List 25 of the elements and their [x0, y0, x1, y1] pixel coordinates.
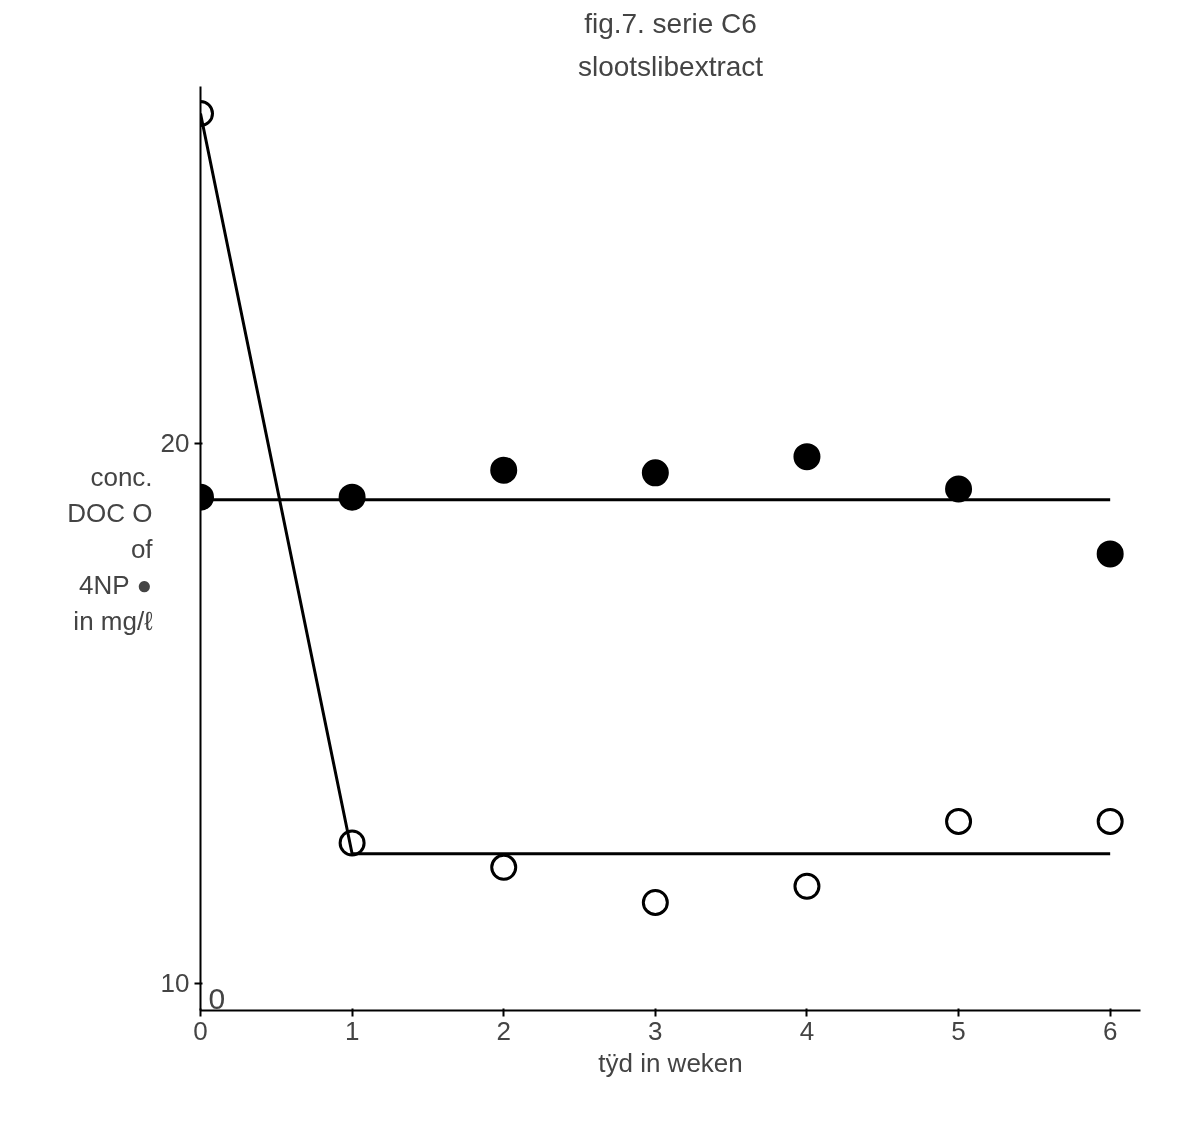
x-tick-label: 0 — [193, 1015, 208, 1046]
y-tick-label: 20 — [160, 428, 190, 459]
x-tick-label: 1 — [344, 1015, 360, 1046]
point — [490, 456, 518, 484]
y-axis-title: conc. DOC O of 4NP ● in mg/ℓ — [67, 461, 154, 636]
x-axis-title: tÿd in weken — [598, 1047, 743, 1078]
point — [945, 475, 973, 503]
point — [1096, 540, 1124, 568]
x-tick-label: 3 — [648, 1015, 663, 1046]
point — [793, 443, 821, 471]
x-tick-label: 5 — [951, 1015, 966, 1046]
point — [490, 853, 518, 881]
point — [945, 807, 973, 835]
x-tick-label: 6 — [1102, 1015, 1118, 1046]
x-tick-label: 2 — [496, 1015, 511, 1046]
point — [1096, 807, 1124, 835]
point — [641, 459, 669, 487]
annotation: 0 — [208, 981, 226, 1015]
point — [641, 888, 669, 916]
chart-title: fig.7. serie C6 — [584, 7, 757, 39]
y-tick-label: 10 — [160, 968, 190, 999]
point — [793, 872, 821, 900]
x-tick-label: 4 — [799, 1015, 815, 1046]
chart-subtitle: slootslibextract — [577, 50, 764, 82]
point — [338, 829, 366, 857]
